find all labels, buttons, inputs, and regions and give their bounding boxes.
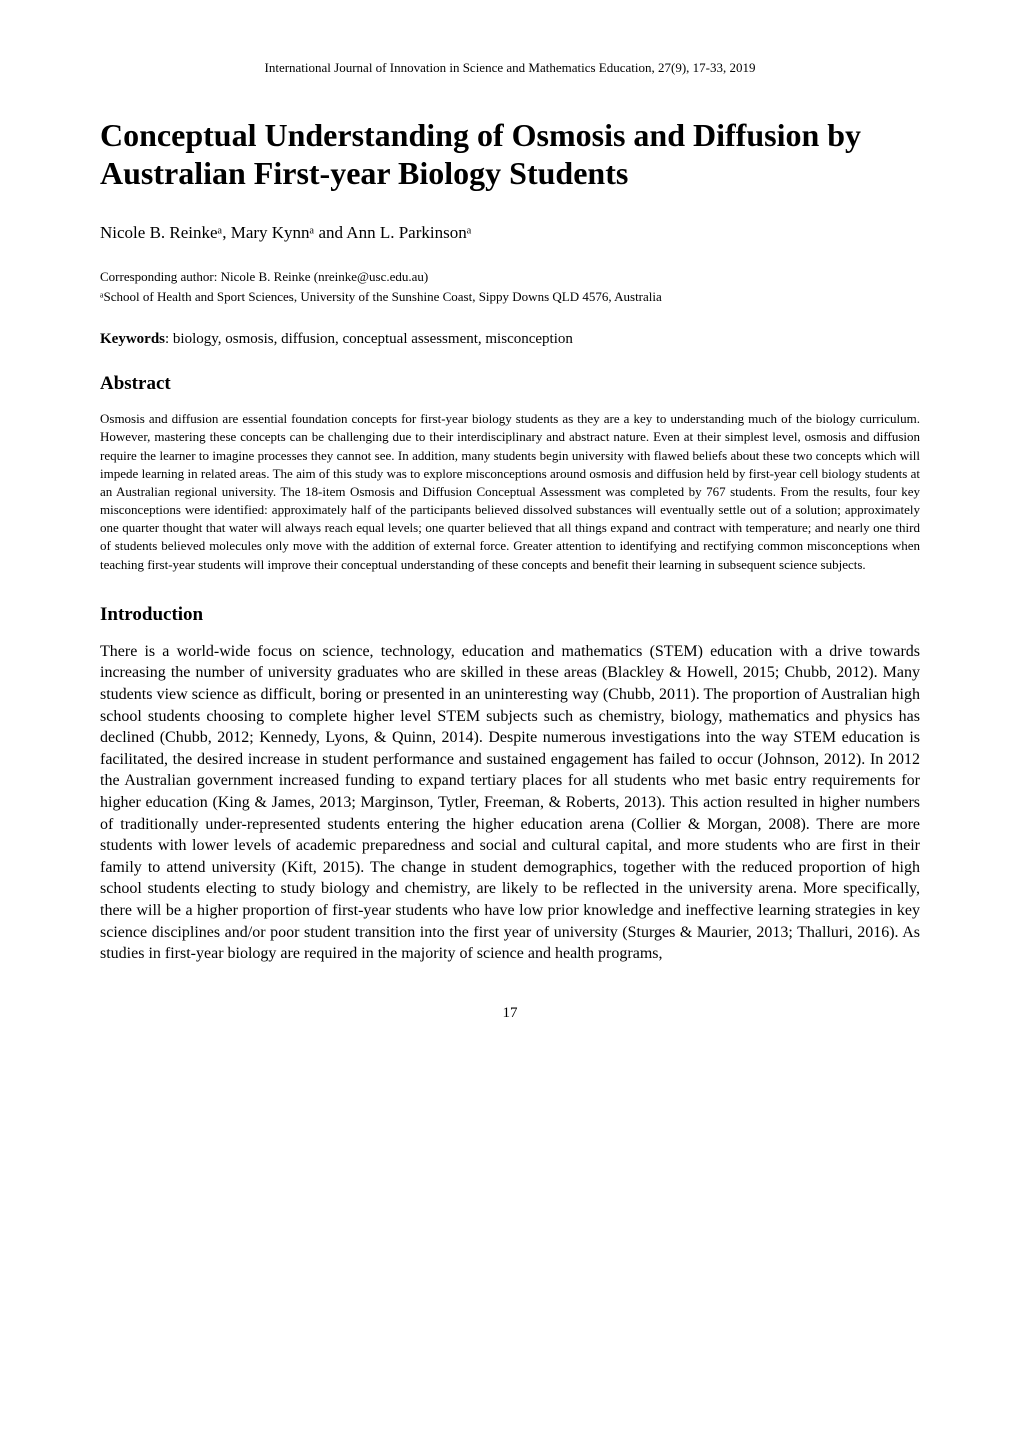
affiliation: ᵃSchool of Health and Sport Sciences, Un…	[100, 288, 920, 306]
introduction-heading: Introduction	[100, 604, 920, 626]
corresponding-author: Corresponding author: Nicole B. Reinke (…	[100, 268, 920, 286]
authors-line: Nicole B. Reinkeᵃ, Mary Kynnᵃ and Ann L.…	[100, 223, 920, 243]
paper-title: Conceptual Understanding of Osmosis and …	[100, 116, 920, 193]
abstract-heading: Abstract	[100, 373, 920, 395]
abstract-text: Osmosis and diffusion are essential foun…	[100, 410, 920, 574]
introduction-text: There is a world-wide focus on science, …	[100, 641, 920, 965]
keywords-line: Keywords: biology, osmosis, diffusion, c…	[100, 331, 920, 348]
keywords-label: Keywords	[100, 331, 165, 347]
journal-header: International Journal of Innovation in S…	[100, 60, 920, 76]
keywords-text: : biology, osmosis, diffusion, conceptua…	[165, 331, 573, 347]
page-number: 17	[100, 1005, 920, 1022]
